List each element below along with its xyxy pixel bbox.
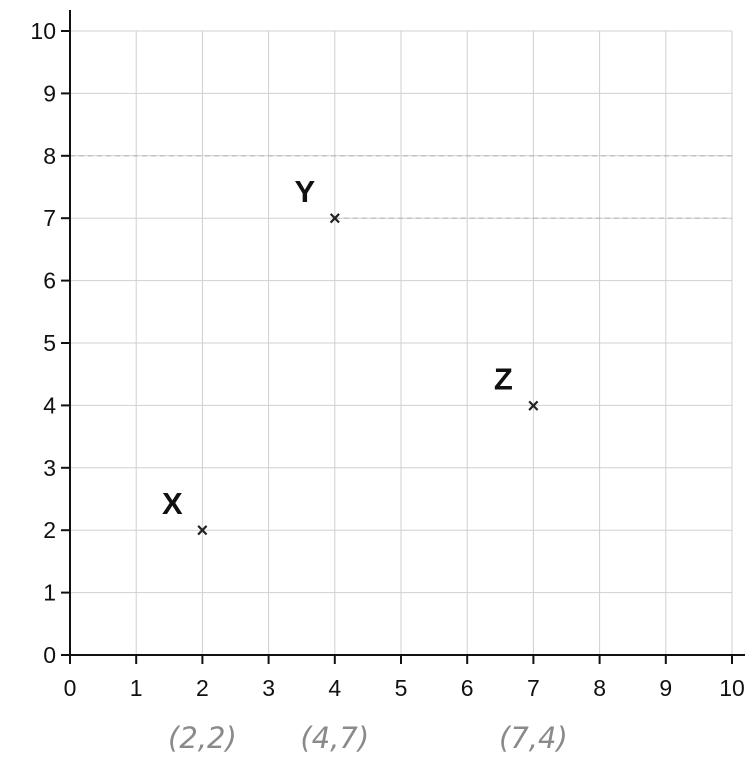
x-tick-label: 8 [593, 675, 606, 701]
y-tick-label: 6 [43, 268, 56, 294]
coordinate-note-z: (7,4) [499, 721, 568, 755]
y-tick-label: 5 [43, 330, 56, 356]
x-tick-label: 5 [395, 675, 408, 701]
coordinate-note-y: (4,7) [300, 721, 369, 755]
x-tick-label: 6 [461, 675, 474, 701]
x-tick-label: 9 [659, 675, 672, 701]
x-tick-label: 1 [130, 675, 143, 701]
y-tick-label: 2 [43, 517, 56, 543]
y-tick-label: 10 [30, 18, 56, 44]
axes [61, 10, 745, 664]
tick-labels: 0 1 2 3 4 5 6 7 8 9 10 0 1 2 3 4 5 6 7 8 9 10 [30, 18, 744, 701]
x-tick-label: 10 [719, 675, 745, 701]
point-label-x: X [162, 486, 183, 521]
point-marker-z: × [528, 395, 540, 417]
y-tick-label: 4 [43, 392, 56, 418]
x-tick-label: 7 [527, 675, 540, 701]
data-points: × X × Y × Z [162, 174, 539, 542]
y-tick-label: 0 [43, 642, 56, 668]
x-tick-label: 4 [328, 675, 341, 701]
handwritten-annotations: (2,2) (4,7) (7,4) [168, 721, 568, 755]
coordinate-note-x: (2,2) [168, 721, 237, 755]
y-tick-label: 8 [43, 143, 56, 169]
point-marker-y: × [329, 208, 341, 230]
x-tick-label: 2 [196, 675, 209, 701]
point-marker-x: × [197, 520, 209, 542]
x-tick-label: 3 [262, 675, 275, 701]
dashed-guide-lines [70, 155, 732, 219]
y-tick-label: 7 [43, 205, 56, 231]
y-tick-label: 3 [43, 455, 56, 481]
grid [70, 30, 733, 655]
point-label-z: Z [494, 361, 513, 396]
x-tick-label: 0 [64, 675, 77, 701]
y-tick-label: 1 [43, 580, 56, 606]
y-tick-label: 9 [43, 80, 56, 106]
point-label-y: Y [294, 174, 315, 209]
